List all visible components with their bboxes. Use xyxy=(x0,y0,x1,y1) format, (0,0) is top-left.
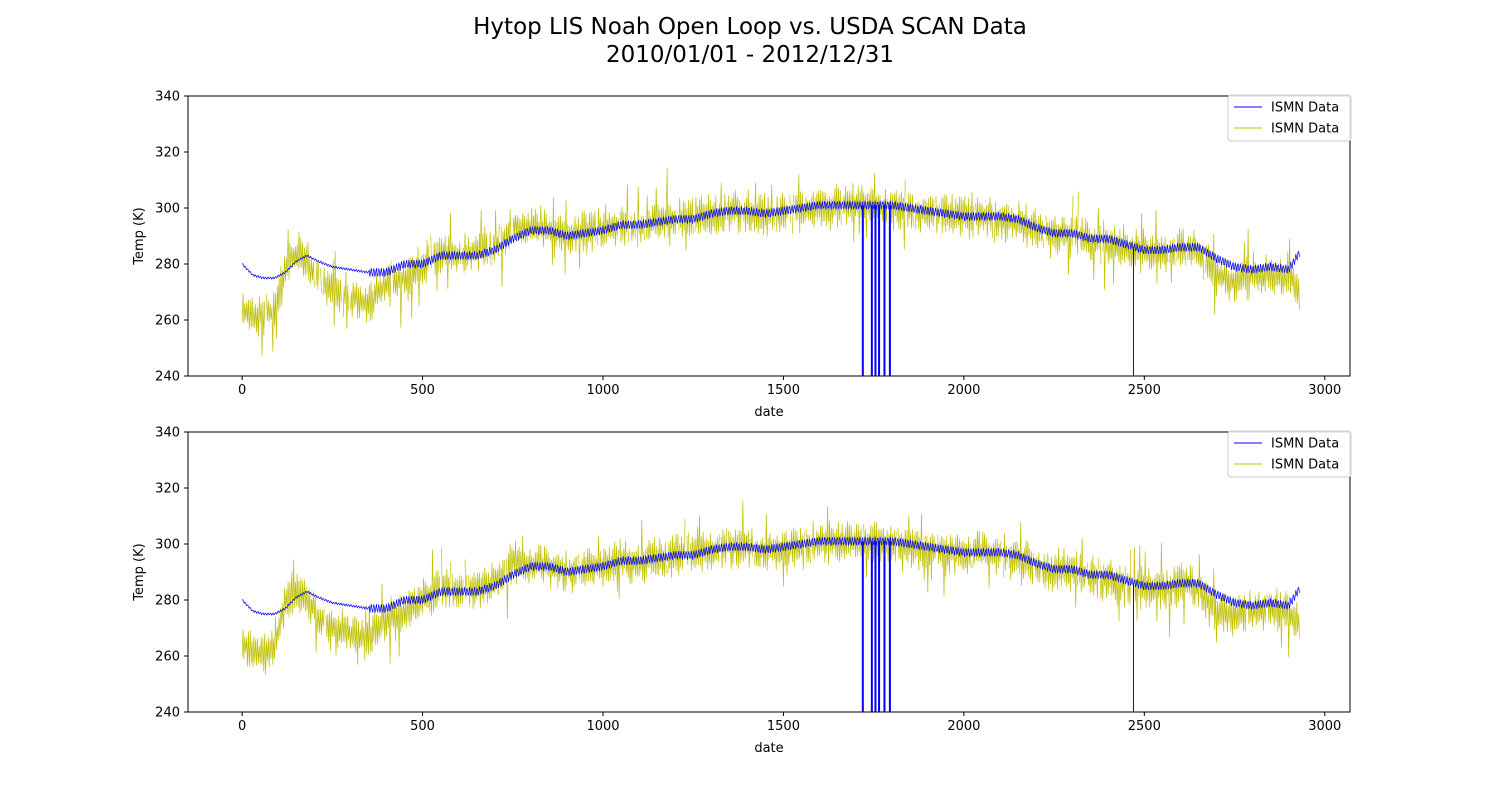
x-axis-label: date xyxy=(754,741,783,756)
legend-label: ISMN Data xyxy=(1271,122,1339,137)
plot-series-group xyxy=(241,500,1300,712)
y-tick-label: 260 xyxy=(155,314,180,329)
axes-frame xyxy=(187,431,1351,713)
series-line-yellow xyxy=(241,168,1300,356)
figure-title: Hytop LIS Noah Open Loop vs. USDA SCAN D… xyxy=(473,14,1027,40)
legend-label: ISMN Data xyxy=(1271,101,1339,116)
legend: ISMN Data ISMN Data xyxy=(1227,430,1352,478)
x-tick-label: 1500 xyxy=(767,719,800,734)
x-tick-label: 0 xyxy=(238,719,246,734)
y-tick-label: 340 xyxy=(155,426,180,441)
plot-panel-2: 0 500 1000 1500 2000 2500 3000 240 260 280 300 320 3… xyxy=(132,426,1352,756)
y-tick-label: 280 xyxy=(155,594,180,609)
plot-series-group xyxy=(241,168,1300,376)
y-tick-label: 260 xyxy=(155,650,180,665)
y-tick-label: 280 xyxy=(155,258,180,273)
y-axis-label: Temp (K) xyxy=(132,207,147,265)
plot-panel-1: 0 500 1000 1500 2000 2500 3000 240 260 280 300 320 3… xyxy=(132,90,1352,420)
x-tick-label: 2500 xyxy=(1128,719,1161,734)
x-tick-label: 3000 xyxy=(1308,383,1341,398)
x-tick-label: 3000 xyxy=(1308,719,1341,734)
axes-frame xyxy=(187,95,1351,377)
legend: ISMN Data ISMN Data xyxy=(1227,94,1352,142)
legend-label: ISMN Data xyxy=(1271,458,1339,473)
y-tick-label: 240 xyxy=(155,706,180,721)
x-tick-label: 2000 xyxy=(947,719,980,734)
y-tick-label: 300 xyxy=(155,202,180,217)
series-line-blue xyxy=(241,200,1300,280)
y-tick-label: 340 xyxy=(155,90,180,105)
y-tick-label: 320 xyxy=(155,482,180,497)
x-tick-label: 0 xyxy=(238,383,246,398)
x-tick-label: 2000 xyxy=(947,383,980,398)
y-tick-label: 240 xyxy=(155,370,180,385)
x-tick-label: 500 xyxy=(410,383,435,398)
y-tick-label: 320 xyxy=(155,146,180,161)
x-tick-label: 500 xyxy=(410,719,435,734)
x-tick-label: 1000 xyxy=(586,719,619,734)
x-axis-label: date xyxy=(754,405,783,420)
y-tick-label: 300 xyxy=(155,538,180,553)
series-line-blue xyxy=(241,536,1300,616)
y-axis-label: Temp (K) xyxy=(132,543,147,601)
x-tick-label: 1500 xyxy=(767,383,800,398)
x-tick-label: 2500 xyxy=(1128,383,1161,398)
figure-subtitle: 2010/01/01 - 2012/12/31 xyxy=(605,42,895,68)
x-tick-label: 1000 xyxy=(586,383,619,398)
legend-label: ISMN Data xyxy=(1271,437,1339,452)
